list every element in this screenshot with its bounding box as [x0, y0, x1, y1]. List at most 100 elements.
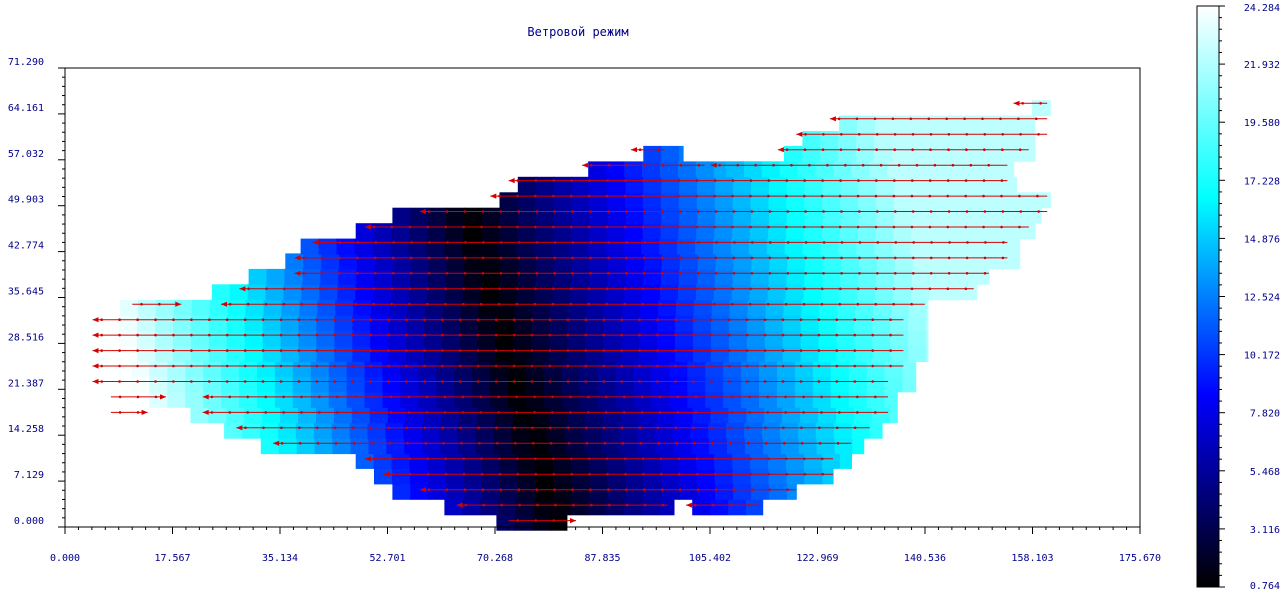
- y-tick-label: 35.645: [8, 287, 44, 298]
- heatmap-cell: [262, 330, 282, 347]
- heatmap-cell: [800, 346, 820, 362]
- vector-node: [514, 442, 517, 445]
- heatmap-cell: [372, 238, 391, 255]
- vector-node: [623, 194, 627, 198]
- heatmap-cell: [310, 391, 330, 408]
- heatmap-cell: [283, 284, 303, 301]
- heatmap-cell: [490, 361, 509, 377]
- heatmap-cell: [786, 176, 806, 193]
- vector-node: [154, 333, 157, 337]
- x-tick-label: 0.000: [50, 553, 80, 564]
- vector-node: [799, 318, 803, 322]
- vector-node: [1002, 241, 1005, 244]
- heatmap-cell: [355, 453, 375, 469]
- vector-node: [946, 287, 950, 291]
- heatmap-cell: [131, 391, 150, 408]
- heatmap-cell: [804, 468, 823, 485]
- vector-node: [118, 333, 121, 337]
- vector-node: [354, 287, 358, 291]
- vector-node: [802, 302, 806, 306]
- heatmap-cell: [623, 499, 643, 516]
- vector-node: [496, 442, 499, 445]
- heatmap-cell: [678, 268, 698, 285]
- vector-node: [279, 380, 283, 383]
- heatmap-cell: [963, 131, 983, 147]
- vector-node: [535, 210, 538, 213]
- vector-node: [605, 457, 609, 461]
- heatmap-cell: [731, 284, 751, 301]
- vector-node: [891, 117, 895, 121]
- vector-node: [390, 457, 394, 461]
- heatmap-cell: [642, 453, 662, 469]
- vector-node: [747, 503, 751, 507]
- vector-node: [745, 364, 749, 368]
- vector-node: [853, 426, 857, 430]
- heatmap-cell: [368, 438, 387, 455]
- vector-node: [354, 302, 358, 306]
- heatmap-cell: [746, 346, 766, 362]
- vector-node: [571, 241, 575, 244]
- vector-node: [879, 163, 883, 167]
- heatmap-cell: [339, 253, 358, 270]
- vector-node: [136, 333, 139, 337]
- heatmap-cell: [733, 207, 752, 224]
- vector-node: [749, 225, 752, 229]
- vector-node: [820, 411, 823, 414]
- vector-node: [497, 395, 501, 399]
- vector-node: [693, 442, 696, 445]
- heatmap-cell: [589, 176, 609, 193]
- vector-node: [640, 411, 644, 414]
- vector-node: [728, 318, 731, 322]
- vector-node: [409, 272, 413, 275]
- vector-node: [656, 364, 659, 368]
- y-tick-label: 42.774: [8, 241, 44, 252]
- heatmap-cell: [280, 407, 299, 424]
- vector-node: [839, 287, 842, 291]
- vector-node: [534, 472, 538, 476]
- vector-node: [190, 364, 193, 368]
- vector-node: [910, 194, 914, 198]
- heatmap-cell: [839, 453, 852, 469]
- heatmap-cell: [392, 468, 411, 485]
- vector-node: [728, 380, 731, 383]
- heatmap-cell: [839, 115, 858, 132]
- vector-node: [822, 272, 825, 275]
- heatmap-cell: [463, 223, 482, 240]
- heatmap-cell: [585, 315, 604, 332]
- vector-node: [1037, 210, 1040, 213]
- heatmap-cell: [1019, 192, 1038, 209]
- vector-node: [641, 194, 645, 198]
- vector-node: [605, 287, 609, 291]
- vector-node: [838, 194, 842, 198]
- heatmap-cell: [390, 238, 409, 255]
- vector-node: [406, 442, 410, 445]
- vector-node: [874, 225, 878, 229]
- heatmap-cell: [797, 161, 817, 178]
- vector-node: [208, 318, 211, 322]
- heatmap-cell: [190, 407, 209, 424]
- heatmap-cell: [804, 192, 823, 209]
- vector-node: [763, 380, 767, 383]
- heatmap-cell: [884, 376, 903, 393]
- heatmap-cell: [794, 376, 814, 393]
- heatmap-cell: [693, 330, 712, 347]
- heatmap-cell: [728, 330, 748, 347]
- heatmap-cell: [776, 391, 796, 408]
- vector-node: [585, 442, 589, 445]
- vector-node: [172, 349, 175, 352]
- vector-node: [835, 349, 839, 352]
- heatmap-cell: [643, 207, 662, 224]
- heatmap-cell: [660, 468, 680, 485]
- heatmap-cell: [388, 346, 407, 362]
- vector-node: [390, 225, 394, 229]
- heatmap-cell: [776, 361, 796, 377]
- heatmap-cell: [679, 207, 698, 224]
- heatmap-cell: [639, 330, 658, 347]
- heatmap-cell: [472, 361, 491, 377]
- colorbar-tick-label: 12.524: [1244, 293, 1280, 304]
- heatmap-cell: [840, 192, 859, 209]
- vector-node: [552, 287, 555, 291]
- heatmap-cell: [908, 315, 927, 332]
- heatmap-cell: [812, 391, 832, 408]
- heatmap-cell: [661, 268, 680, 285]
